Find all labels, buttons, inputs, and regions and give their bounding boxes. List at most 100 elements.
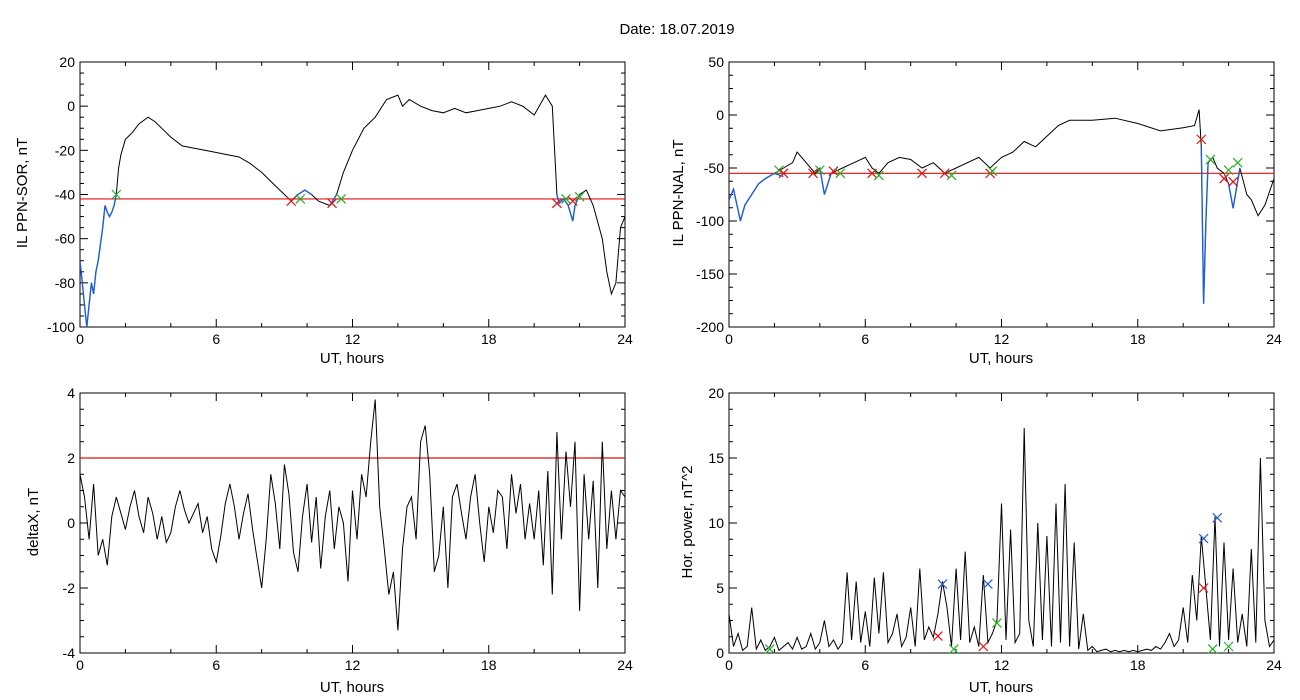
y-tick-label: -100 <box>47 319 75 335</box>
x-tick-label: 18 <box>481 657 497 673</box>
event-marker <box>1205 154 1216 165</box>
y-tick-label: -50 <box>704 160 724 176</box>
event-marker <box>814 165 825 176</box>
event-marker <box>327 198 337 209</box>
x-tick-label: 12 <box>994 331 1010 347</box>
y-axis-label: IL PPN-SOR, nT <box>14 138 31 248</box>
y-axis-label: deltaX, nT <box>25 488 42 556</box>
highlight-segment <box>729 172 784 222</box>
x-tick-label: 18 <box>1130 657 1146 673</box>
x-tick-label: 24 <box>617 331 633 347</box>
event-marker <box>764 644 775 655</box>
y-tick-label: 0 <box>716 645 724 661</box>
y-tick-label: -60 <box>55 231 75 247</box>
event-marker <box>937 579 948 590</box>
event-marker <box>295 193 306 204</box>
x-tick-label: 12 <box>345 657 361 673</box>
y-tick-label: -150 <box>696 266 724 282</box>
highlight-segment <box>819 167 832 195</box>
y-axis-label: Hor. power, nT^2 <box>679 466 696 579</box>
x-tick-label: 0 <box>76 331 84 347</box>
event-marker <box>987 166 998 177</box>
x-tick-label: 6 <box>212 331 220 347</box>
y-tick-label: -100 <box>696 213 724 229</box>
y-tick-label: 50 <box>708 54 724 70</box>
chart-panel-hor-power: Hor. power, nT^2 UT, hours 0 6 12 18 24 0 5 10 1… <box>679 385 1282 696</box>
series-line <box>80 399 625 631</box>
highlight-segment <box>1200 146 1209 304</box>
x-axis-label: UT, hours <box>969 350 1033 367</box>
series-line <box>729 109 1274 304</box>
event-marker <box>835 168 846 179</box>
event-marker <box>828 166 839 177</box>
event-marker <box>561 193 571 204</box>
y-tick-label: -2 <box>63 580 76 596</box>
event-marker <box>948 644 959 655</box>
event-marker <box>1228 176 1239 187</box>
event-marker <box>567 196 578 207</box>
x-axis-label: UT, hours <box>969 679 1033 696</box>
y-tick-label: 20 <box>708 385 724 401</box>
x-tick-label: 6 <box>861 657 869 673</box>
x-axis-label: UT, hours <box>320 350 384 367</box>
plot-frame <box>728 61 1275 328</box>
series-line <box>80 94 625 327</box>
highlight-segment <box>1227 167 1241 209</box>
y-tick-label: -80 <box>55 275 75 291</box>
event-marker <box>1232 157 1243 168</box>
x-tick-label: 0 <box>76 657 84 673</box>
event-marker <box>867 168 877 179</box>
y-tick-label: -4 <box>63 645 76 661</box>
event-marker <box>778 168 789 179</box>
plot-frame <box>728 392 1275 654</box>
chart-panel-ppn-sor: IL PPN-SOR, nT UT, hours 0 6 12 18 24 -100 -80… <box>14 54 633 367</box>
event-marker <box>808 168 818 179</box>
x-axis-label: UT, hours <box>320 679 384 696</box>
y-tick-label: 20 <box>59 54 75 70</box>
y-tick-label: -200 <box>696 319 724 335</box>
x-tick-label: 0 <box>725 331 733 347</box>
event-marker <box>574 191 585 202</box>
event-marker <box>1223 165 1234 176</box>
x-tick-label: 24 <box>617 657 633 673</box>
y-tick-label: 4 <box>67 385 75 401</box>
x-tick-label: 6 <box>212 657 220 673</box>
y-tick-label: 2 <box>67 450 75 466</box>
x-tick-label: 24 <box>1266 331 1282 347</box>
x-tick-label: 0 <box>725 657 733 673</box>
event-marker <box>1212 512 1223 523</box>
page-title: Date: 18.07.2019 <box>619 21 734 38</box>
event-marker <box>978 641 989 652</box>
plot-frame <box>79 392 626 654</box>
x-tick-label: 18 <box>481 331 497 347</box>
event-marker <box>774 165 784 176</box>
event-marker <box>336 193 347 204</box>
y-tick-label: 15 <box>708 450 724 466</box>
event-marker <box>1196 134 1207 145</box>
event-marker <box>551 198 562 209</box>
y-tick-label: 0 <box>67 515 75 531</box>
x-tick-label: 18 <box>1130 331 1146 347</box>
x-tick-label: 12 <box>345 331 361 347</box>
x-tick-label: 12 <box>994 657 1010 673</box>
event-marker <box>1198 533 1209 544</box>
event-marker <box>1219 173 1229 184</box>
event-marker <box>932 631 943 642</box>
x-tick-label: 24 <box>1266 657 1282 673</box>
event-marker <box>1198 583 1209 593</box>
event-marker <box>982 579 993 590</box>
event-marker <box>111 189 122 200</box>
event-marker <box>873 170 884 181</box>
event-marker <box>946 170 957 181</box>
y-tick-label: -20 <box>55 142 75 158</box>
series-line <box>729 428 1274 653</box>
event-marker <box>286 196 297 207</box>
y-tick-label: 0 <box>716 107 724 123</box>
y-tick-label: 10 <box>708 515 724 531</box>
plot-frame <box>79 61 626 328</box>
chart-panel-ppn-nal: IL PPN-NAL, nT UT, hours 0 6 12 18 24 -200 -15… <box>670 54 1282 367</box>
highlight-segment <box>80 194 117 327</box>
event-marker <box>939 168 950 179</box>
y-axis-label: IL PPN-NAL, nT <box>670 140 687 247</box>
